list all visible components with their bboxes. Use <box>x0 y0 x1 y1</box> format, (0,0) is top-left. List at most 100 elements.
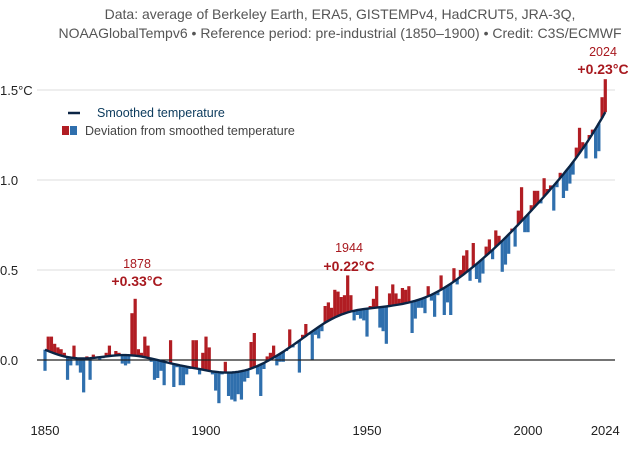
deviation-bar-1858 <box>69 357 73 366</box>
deviation-bar-1912 <box>243 370 247 382</box>
deviation-bar-1919 <box>265 356 269 362</box>
deviation-bar-1957 <box>387 293 392 307</box>
deviation-bar-1996 <box>513 227 517 247</box>
deviation-bar-1960 <box>397 298 401 305</box>
deviation-bar-1987 <box>484 246 488 256</box>
deviation-bar-2001 <box>529 205 533 211</box>
deviation-bar-1945 <box>349 295 353 312</box>
x-tick-label: 1950 <box>353 423 382 438</box>
deviation-bar-1959 <box>394 293 398 306</box>
deviation-bar-2000 <box>526 214 530 233</box>
deviation-bar-1933 <box>310 331 314 360</box>
deviation-bar-1907 <box>226 372 231 396</box>
deviation-bar-1994 <box>507 234 511 254</box>
deviation-bar-1899 <box>201 352 205 370</box>
deviation-bar-1861 <box>78 358 83 373</box>
deviation-bar-1911 <box>239 371 244 400</box>
deviation-bar-1860 <box>75 358 79 366</box>
deviation-bar-2018 <box>584 143 588 159</box>
deviation-bar-1936 <box>320 324 324 332</box>
deviation-bar-1924 <box>281 351 285 362</box>
annotation-1944: 1944 +0.22°C <box>323 241 374 274</box>
deviation-bar-2024 <box>603 79 607 113</box>
deviation-bar-1864 <box>88 358 92 380</box>
y-tick-label: 1.0 <box>0 173 18 188</box>
deviation-bar-1921 <box>272 345 276 358</box>
deviation-bar-1856 <box>62 352 66 357</box>
deviation-bar-1854 <box>56 347 60 355</box>
deviation-bar-1949 <box>362 309 366 321</box>
deviation-bar-1981 <box>465 250 469 272</box>
deviation-bar-2002 <box>532 190 537 208</box>
deviation-bar-1917 <box>259 364 263 396</box>
deviation-bar-1991 <box>497 235 501 244</box>
deviation-bar-1898 <box>197 369 202 375</box>
deviation-bar-1968 <box>423 297 427 314</box>
deviation-bar-1980 <box>462 255 466 275</box>
deviation-bar-1904 <box>217 372 221 404</box>
deviation-bar-1891 <box>175 364 179 368</box>
deviation-bar-1941 <box>336 291 340 316</box>
deviation-bar-1872 <box>114 351 118 356</box>
deviation-bar-1851 <box>46 336 50 352</box>
subtitle-line-2: NOAAGlobalTempv6 • Reference period: pre… <box>58 25 621 41</box>
deviation-bar-1906 <box>223 361 227 373</box>
deviation-bar-1944 <box>346 275 350 313</box>
deviation-bar-1859 <box>72 345 76 359</box>
deviation-bar-1974 <box>442 287 446 315</box>
deviation-bar-2016 <box>577 127 582 154</box>
deviation-bar-1903 <box>214 371 218 391</box>
deviation-bar-1923 <box>278 353 282 362</box>
deviation-bar-1940 <box>333 289 337 318</box>
deviation-bar-2022 <box>597 123 601 152</box>
deviation-bar-1876 <box>127 355 131 364</box>
deviation-bar-1882 <box>146 345 150 358</box>
deviation-bar-1902 <box>210 371 215 375</box>
annotation-value: +0.23°C <box>577 61 628 77</box>
deviation-bar-1935 <box>317 326 321 339</box>
deviation-bar-1857 <box>65 357 70 380</box>
deviation-bar-2014 <box>571 161 575 175</box>
legend-smoothed-label: Smoothed temperature <box>97 106 225 120</box>
deviation-bar-1913 <box>246 369 250 378</box>
deviation-bar-1908 <box>230 372 234 400</box>
subtitle-line-1: Data: average of Berkeley Earth, ERA5, G… <box>105 6 576 22</box>
deviation-bar-1893 <box>181 366 186 386</box>
deviation-bar-1955 <box>381 306 385 332</box>
deviation-bar-1878 <box>133 298 137 356</box>
deviation-bar-1900 <box>204 336 208 371</box>
deviation-bar-1892 <box>178 365 182 386</box>
deviation-bar-1897 <box>194 340 198 369</box>
deviation-bar-1939 <box>329 307 334 320</box>
deviation-bar-2008 <box>552 185 556 211</box>
deviation-bar-1910 <box>236 371 240 395</box>
deviation-bar-2010 <box>558 172 562 178</box>
deviation-bar-1879 <box>136 349 140 357</box>
deviation-bar-1916 <box>255 365 260 375</box>
deviation-bar-2013 <box>568 166 572 184</box>
deviation-bar-1971 <box>433 293 437 317</box>
x-tick-label: 2000 <box>514 423 543 438</box>
deviation-bar-1937 <box>323 306 327 323</box>
deviation-bar-1975 <box>445 285 450 303</box>
deviation-bar-1986 <box>481 258 485 274</box>
annotation-1878: 1878 +0.33°C <box>111 257 162 289</box>
deviation-bar-1920 <box>268 352 273 360</box>
gridlines <box>37 89 615 271</box>
deviation-bar-1896 <box>191 340 195 368</box>
deviation-bar-1881 <box>143 336 147 358</box>
x-tick-label: 2024 <box>591 423 620 438</box>
deviation-bar-2003 <box>536 190 540 204</box>
legend-red-swatch <box>62 126 69 135</box>
annotation-value: +0.22°C <box>323 258 374 274</box>
deviation-bar-1943 <box>342 295 347 314</box>
deviation-bar-1982 <box>468 269 472 281</box>
annotation-year: 2024 <box>589 45 617 59</box>
deviation-bar-1979 <box>458 270 462 277</box>
deviation-bar-1877 <box>130 313 134 356</box>
deviation-bars <box>37 79 615 404</box>
deviation-bar-1984 <box>474 263 479 279</box>
deviation-bar-1954 <box>378 307 382 328</box>
deviation-bar-1988 <box>487 239 491 253</box>
deviation-bar-2006 <box>545 189 549 193</box>
